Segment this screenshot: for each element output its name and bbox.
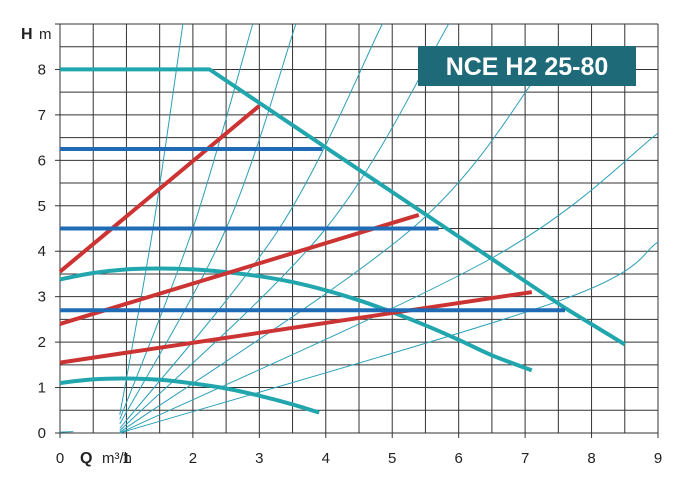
x-tick-label: 5 [388,450,396,467]
x-tick-label: 9 [654,450,662,467]
system-curve-line [119,132,659,434]
x-tick-label: 3 [255,450,263,467]
tick-labels: 0 1 2 3 4 5 6 7 8 9 0 1 2 3 4 5 6 7 8 [38,61,663,467]
x-tick-label: 1 [122,450,130,467]
proportional-pressure-line [59,290,533,365]
max-curve-line [60,67,626,347]
series-layer [58,67,626,415]
x-tick-label: 6 [454,450,462,467]
y-tick-label: 8 [38,61,46,78]
x-tick-label: 4 [322,450,330,467]
y-tick-label: 5 [38,198,46,215]
system-curve-line [119,241,659,434]
x-tick-label: 0 [56,450,64,467]
x-tick-label: 7 [521,450,529,467]
system-curve-line [59,431,74,433]
y-axis-letter: H [21,26,33,43]
x-tick-label: 8 [587,450,595,467]
x-tick-label: 2 [189,450,197,467]
title-box: NCE H2 25-80 [418,46,636,86]
fixed-speed-line [59,376,320,415]
proportional-pressure-line [59,212,420,326]
proportional-pressure-line [58,104,261,274]
y-tick-label: 3 [38,289,46,306]
x-axis-label: Q m³/h [80,450,132,467]
y-tick-label: 0 [38,425,46,442]
y-tick-label: 7 [38,107,46,124]
y-tick-label: 4 [38,243,46,260]
system-curve-line [119,69,543,433]
y-axis-unit: m [39,26,52,43]
y-tick-label: 6 [38,152,46,169]
fixed-speed-line [59,266,533,373]
x-axis-letter: Q [80,450,92,467]
title-background [418,46,636,86]
y-tick-label: 2 [38,334,46,351]
y-axis-label: H m [21,26,52,43]
x-axis-unit: m³/h [102,450,132,467]
chart-title: NCE H2 25-80 [446,53,609,81]
y-tick-label: 1 [38,380,46,397]
